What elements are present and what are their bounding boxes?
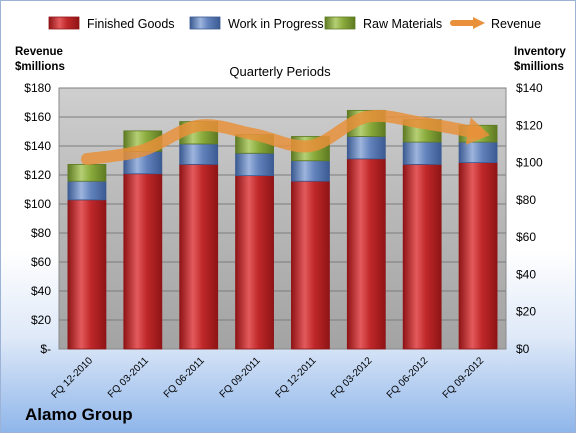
y-right-tick-label: $0 — [516, 342, 530, 356]
bar-finished-goods — [402, 164, 442, 350]
y-left-tick-label: $- — [40, 342, 51, 356]
x-tick-label: FQ 03-2011 — [106, 355, 151, 400]
bar-work-in-progress — [458, 141, 498, 163]
y-left-tick-label: $120 — [24, 168, 51, 182]
y-left-tick-label: $180 — [24, 81, 51, 95]
bar-work-in-progress — [179, 143, 219, 165]
bar-finished-goods — [458, 162, 498, 350]
bar-finished-goods — [346, 158, 386, 350]
y-right-tick-label: $80 — [516, 193, 536, 207]
y-right-axis-title: Inventory — [514, 46, 566, 58]
y-left-tick-label: $160 — [24, 110, 51, 124]
x-tick-label: FQ 03-2012 — [329, 355, 375, 401]
company-name: Alamo Group — [25, 405, 133, 424]
x-tick-label: FQ 09-2012 — [441, 355, 487, 401]
y-left-tick-label: $80 — [31, 226, 51, 240]
y-left-axis-title: $millions — [15, 61, 65, 73]
bar-finished-goods — [291, 180, 330, 350]
x-tick-label: FQ 12-2011 — [274, 355, 319, 400]
legend-arrow-icon — [473, 17, 485, 29]
bar-work-in-progress — [235, 152, 274, 177]
legend-label: Revenue — [491, 17, 541, 31]
y-left-tick-label: $20 — [31, 313, 51, 327]
legend-swatch-finished-goods — [48, 16, 80, 30]
bar-finished-goods — [179, 164, 219, 350]
revenue-line — [80, 109, 485, 166]
bar-work-in-progress — [291, 160, 330, 182]
y-left-tick-label: $100 — [24, 197, 51, 211]
chart-title: Quarterly Periods — [229, 64, 331, 79]
y-right-tick-label: $60 — [516, 230, 536, 244]
legend-label: Work in Progress — [228, 17, 324, 31]
legend-swatch-raw-materials — [324, 16, 356, 30]
y-left-tick-label: $140 — [24, 139, 51, 153]
legend-label: Raw Materials — [363, 17, 442, 31]
revenue-arrowhead — [465, 117, 490, 145]
y-right-tick-label: $120 — [516, 118, 543, 132]
legend-label: Finished Goods — [87, 17, 175, 31]
x-tick-label: FQ 09-2011 — [218, 355, 263, 400]
bar-finished-goods — [67, 199, 107, 350]
x-tick-label: FQ 06-2011 — [162, 355, 207, 400]
x-tick-label: FQ 06-2012 — [385, 355, 431, 401]
y-right-tick-label: $20 — [516, 305, 536, 319]
y-left-tick-label: $40 — [31, 284, 51, 298]
bar-work-in-progress — [346, 136, 386, 160]
bar-finished-goods — [123, 173, 163, 350]
y-right-tick-label: $100 — [516, 156, 543, 170]
bar-work-in-progress — [67, 180, 107, 201]
y-right-axis-title: $millions — [514, 61, 564, 73]
bar-finished-goods — [235, 175, 274, 350]
y-left-tick-label: $60 — [31, 255, 51, 269]
legend-swatch-work-in-progress — [189, 16, 221, 30]
bar-raw-materials — [67, 164, 107, 182]
bar-work-in-progress — [402, 141, 442, 165]
y-right-tick-label: $140 — [516, 81, 543, 95]
y-left-axis-title: Revenue — [15, 46, 63, 58]
y-right-tick-label: $40 — [516, 267, 536, 281]
x-tick-label: FQ 12-2010 — [50, 355, 96, 401]
